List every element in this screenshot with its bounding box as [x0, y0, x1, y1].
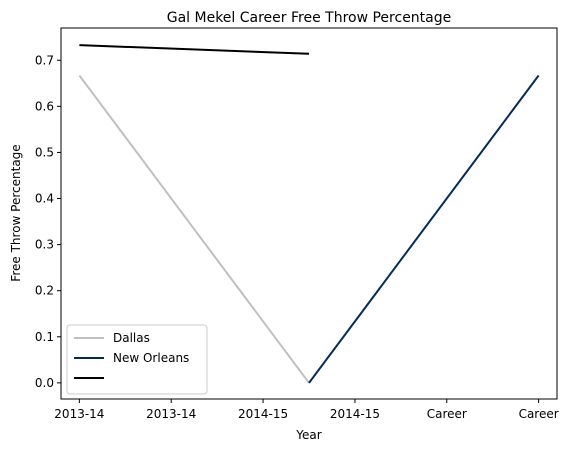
y-axis-label: Free Throw Percentage [9, 144, 23, 281]
y-tick-label: 0.1 [35, 330, 54, 344]
x-tick-label: Career [427, 407, 467, 421]
series-line-1 [309, 76, 539, 383]
x-axis: 2013-14 2013-14 2014-15 2014-15 Career Career [54, 399, 558, 421]
y-tick-label: 0.3 [35, 238, 54, 252]
legend-label-1: New Orleans [113, 351, 189, 365]
y-tick-label: 0.6 [35, 99, 54, 113]
chart-title: Gal Mekel Career Free Throw Percentage [167, 10, 452, 26]
y-tick-label: 0.4 [35, 192, 54, 206]
y-tick-label: 0.7 [35, 53, 54, 67]
series-line-2 [79, 45, 309, 54]
y-tick-label: 0.0 [35, 376, 54, 390]
legend-label-0: Dallas [113, 331, 150, 345]
x-tick-label: 2014-15 [238, 407, 288, 421]
x-tick-label: 2013-14 [146, 407, 196, 421]
x-tick-label: 2013-14 [54, 407, 104, 421]
x-tick-label: 2014-15 [330, 407, 380, 421]
x-tick-label: Career [519, 407, 559, 421]
legend: Dallas New Orleans [67, 325, 207, 394]
y-axis: 0.0 0.1 0.2 0.3 0.4 0.5 0.6 0.7 [35, 53, 61, 390]
y-tick-label: 0.5 [35, 145, 54, 159]
y-tick-label: 0.2 [35, 284, 54, 298]
x-axis-label: Year [295, 428, 321, 442]
